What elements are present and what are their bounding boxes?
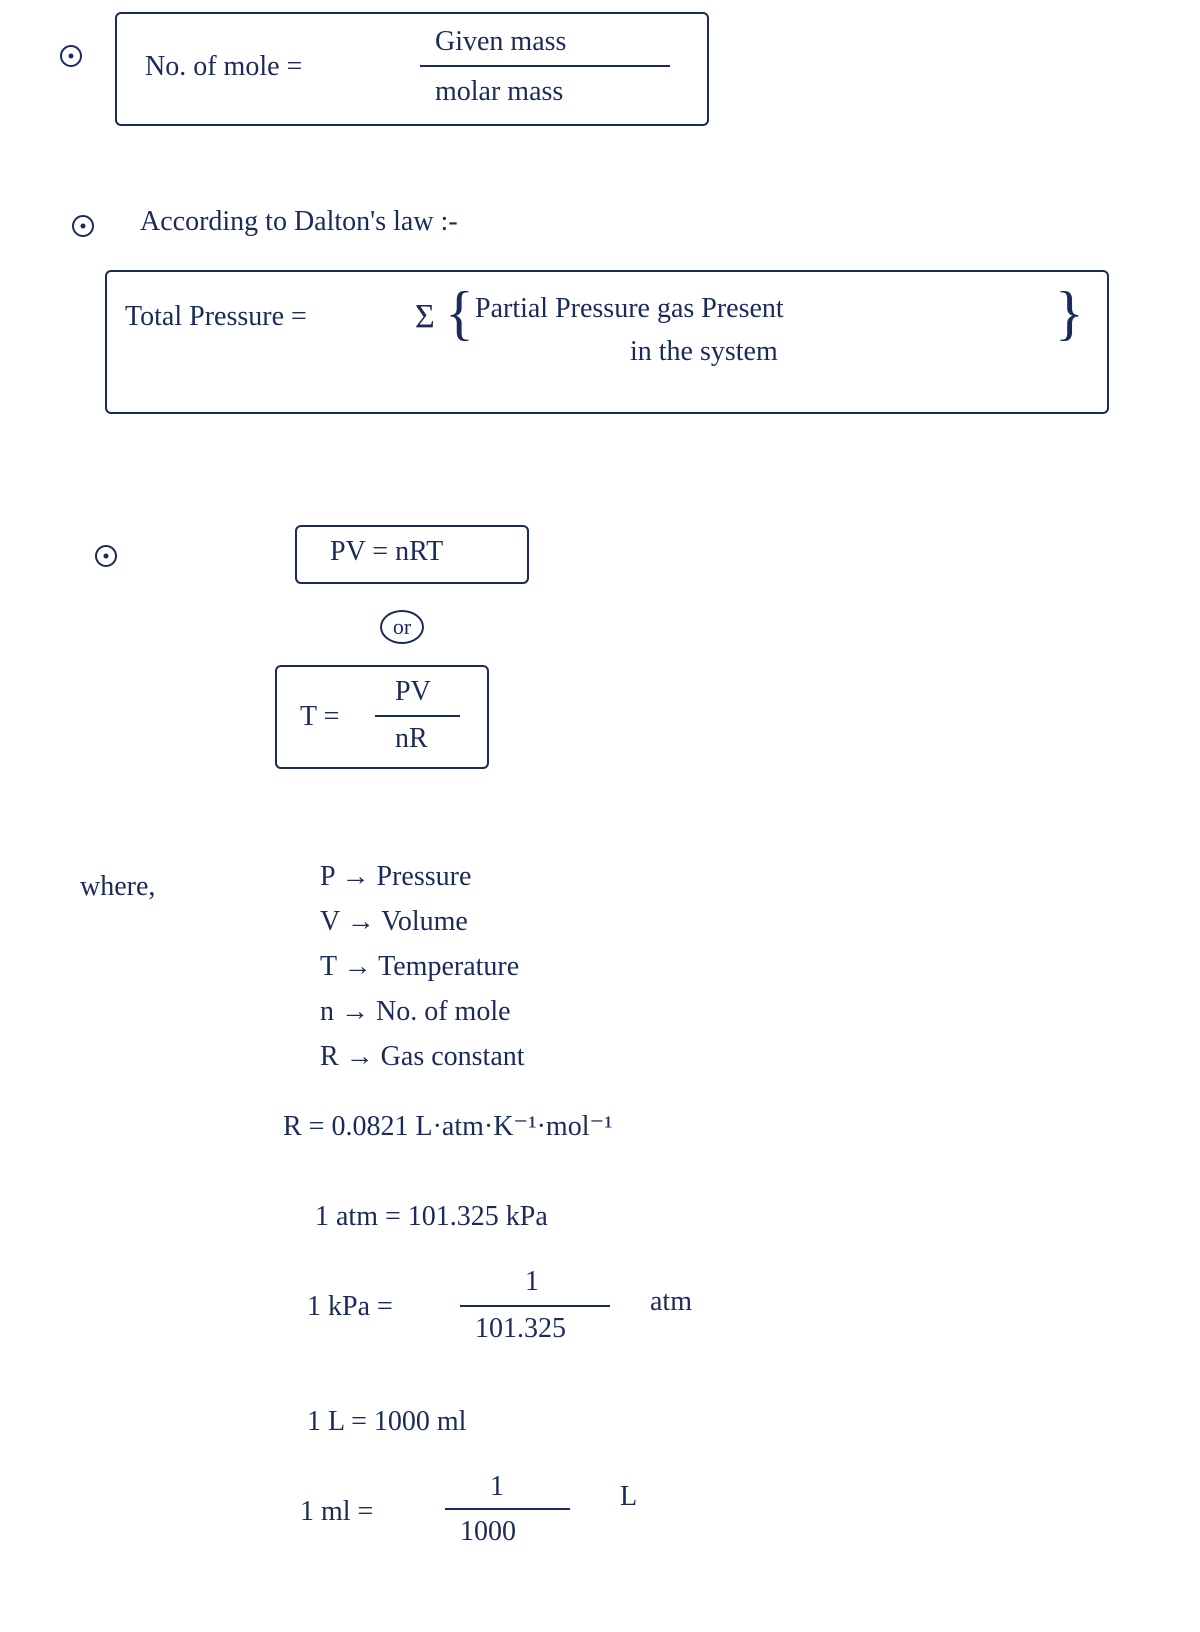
dalton-left: Total Pressure = [125, 300, 307, 334]
where-v: V → Volume [320, 905, 468, 939]
conv-kpa-line [460, 1305, 610, 1307]
conv-ml-bottom: 1000 [460, 1515, 516, 1549]
conv-ml-right: L [620, 1480, 637, 1514]
t-eq-left: T = [300, 700, 339, 734]
conv-kpa-right: atm [650, 1285, 692, 1319]
eq-pvnrt: PV = nRT [330, 535, 443, 569]
mole-frac-bottom: molar mass [435, 75, 563, 109]
or-circle: or [380, 610, 424, 644]
where-n: n → No. of mole [320, 995, 511, 1029]
conv-kpa-left: 1 kPa = [307, 1290, 393, 1324]
dalton-brace-r: } [1055, 283, 1084, 343]
conv-ml-top: 1 [490, 1470, 504, 1504]
dalton-inner1: Partial Pressure gas Present [475, 292, 784, 326]
bullet-1 [60, 45, 82, 67]
or-text: or [393, 614, 411, 640]
conv-kpa-bottom: 101.325 [475, 1312, 566, 1346]
t-eq-top: PV [395, 675, 431, 709]
conv-ml-line [445, 1508, 570, 1510]
conv-atm: 1 atm = 101.325 kPa [315, 1200, 548, 1234]
dalton-brace-l: { [445, 283, 474, 343]
mole-frac-line [420, 65, 670, 67]
dalton-sigma: Σ [415, 297, 435, 338]
bullet-2 [72, 215, 94, 237]
where-label: where, [80, 870, 155, 904]
mole-frac-top: Given mass [435, 25, 566, 59]
t-eq-bottom: nR [395, 722, 428, 756]
bullet-3 [95, 545, 117, 567]
dalton-heading: According to Dalton's law :- [140, 205, 458, 239]
conv-ml-left: 1 ml = [300, 1495, 373, 1529]
where-rval: R = 0.0821 L·atm·K⁻¹·mol⁻¹ [283, 1110, 613, 1144]
mole-left: No. of mole = [145, 50, 302, 84]
conv-kpa-top: 1 [525, 1265, 539, 1299]
where-p: P → Pressure [320, 860, 471, 894]
where-t: T → Temperature [320, 950, 519, 984]
dalton-inner2: in the system [630, 335, 778, 369]
where-r: R → Gas constant [320, 1040, 525, 1074]
conv-l: 1 L = 1000 ml [307, 1405, 466, 1439]
t-eq-line [375, 715, 460, 717]
